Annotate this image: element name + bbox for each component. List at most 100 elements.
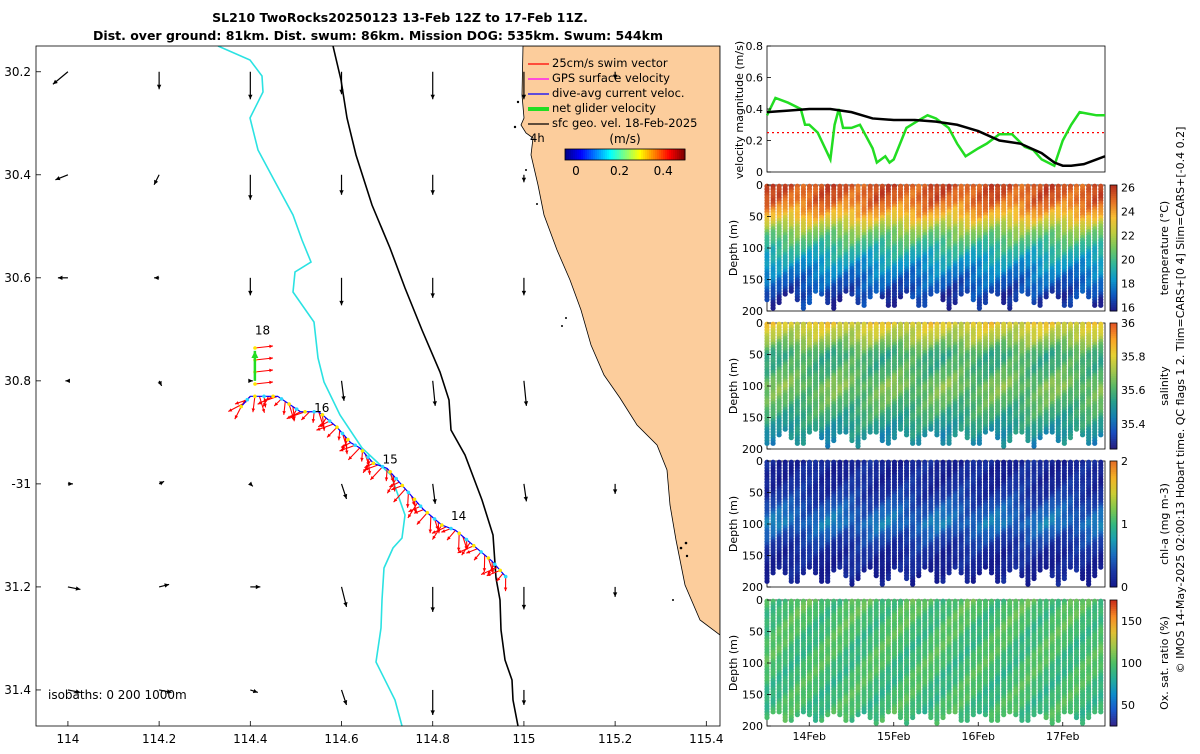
profile-sample <box>989 289 994 294</box>
profile-sample <box>910 294 915 299</box>
surfacing-dot <box>361 449 365 453</box>
profile-sample <box>825 300 830 305</box>
velocity-ytick-label: 0.2 <box>746 135 764 148</box>
profile-sample <box>898 427 903 432</box>
profile-sample <box>1019 429 1024 434</box>
profile-sample <box>1080 432 1085 437</box>
surfacing-dot <box>401 484 405 488</box>
profile-sample <box>1037 435 1042 440</box>
profile-sample <box>1031 444 1036 449</box>
surfacing-dot <box>457 532 461 536</box>
profile-sample <box>995 291 1000 296</box>
legend-geo-label: sfc geo. vel. 18-Feb-2025 <box>552 116 698 130</box>
profile-sample <box>813 289 818 294</box>
section-colorbar-tick: 20 <box>1121 253 1135 266</box>
surfacing-dot <box>245 398 249 402</box>
legend-swim-label: 25cm/s swim vector <box>552 56 668 70</box>
profile-sample <box>1068 435 1073 440</box>
section-ylabel: Depth (m) <box>727 220 740 276</box>
map-colorbar-tick: 0 <box>572 164 580 178</box>
profile-sample <box>855 444 860 449</box>
surfacing-dot <box>419 504 423 508</box>
profile-sample <box>977 306 982 311</box>
surfacing-dot <box>280 397 284 401</box>
surfacing-dot <box>271 395 275 399</box>
profile-sample <box>1062 303 1067 308</box>
profile-sample <box>886 441 891 446</box>
profile-sample <box>819 435 824 440</box>
surfacing-dot <box>407 491 411 495</box>
surfacing-dot <box>472 544 476 548</box>
surfacing-dot <box>433 517 437 521</box>
velocity-ylabel: velocity magnitude (m/s) <box>733 41 746 179</box>
profile-sample <box>868 429 873 434</box>
profile-sample <box>1068 303 1073 308</box>
map-ytick-label: 31.4 <box>4 683 31 697</box>
legend-dac-label: dive-avg current veloc. <box>552 86 685 100</box>
surfacing-dot <box>487 556 491 560</box>
profile-sample <box>874 289 879 294</box>
map-ytick-label: -31 <box>11 477 31 491</box>
section-colorbar-tick: 16 <box>1121 301 1135 314</box>
profile-sample <box>1050 289 1055 294</box>
profile-sample <box>1074 294 1079 299</box>
profile-sample <box>983 429 988 434</box>
profile-sample <box>770 441 775 446</box>
profile-sample <box>831 306 836 311</box>
map-colorbar-tick: 0.4 <box>654 164 673 178</box>
profile-sample <box>1037 303 1042 308</box>
section-colorbar-tick: 24 <box>1121 205 1135 218</box>
section-ytick-label: 50 <box>749 211 763 224</box>
profile-sample <box>1086 294 1091 299</box>
surfacing-dot <box>388 470 392 474</box>
profile-sample <box>916 303 921 308</box>
surfacing-dot <box>493 562 497 566</box>
surfacing-dot <box>425 511 429 515</box>
profile-sample <box>795 297 800 302</box>
profile-sample <box>783 291 788 296</box>
track-day-label: 18 <box>255 323 270 337</box>
profile-sample <box>813 427 818 432</box>
legend-gps-label: GPS surface velocity <box>552 71 670 85</box>
profile-sample <box>783 427 788 432</box>
surfacing-dot <box>303 410 307 414</box>
legend-net-label: net glider velocity <box>552 101 656 115</box>
section-colorbar-tick: 22 <box>1121 229 1135 242</box>
section-colorbar-tick: 26 <box>1121 181 1135 194</box>
velocity-ytick-label: 0 <box>756 166 763 179</box>
surfacing-dot <box>449 527 453 531</box>
profile-sample <box>855 300 860 305</box>
profile-sample <box>1025 438 1030 443</box>
profile-sample <box>934 432 939 437</box>
profile-sample <box>1019 289 1024 294</box>
surfacing-dot <box>366 455 370 459</box>
profile-sample <box>801 441 806 446</box>
surfacing-dot <box>253 395 257 399</box>
surfacing-dot <box>335 425 339 429</box>
profile-sample <box>904 432 909 437</box>
surfacing-dot <box>372 461 376 465</box>
profile-sample <box>910 441 915 446</box>
profile-sample <box>946 306 951 311</box>
track-day-label: 15 <box>383 452 398 466</box>
profile-sample <box>801 306 806 311</box>
profile-sample <box>989 427 994 432</box>
profile-sample <box>1050 429 1055 434</box>
map-ytick-label: 31.2 <box>4 580 31 594</box>
profile-sample <box>1044 429 1049 434</box>
surfacing-dot <box>346 438 350 442</box>
profile-sample <box>807 300 812 305</box>
title-line-1: SL210 TwoRocks20250123 13-Feb 12Z to 17-… <box>212 10 588 25</box>
surfacing-dot <box>353 443 357 447</box>
profile-sample <box>916 441 921 446</box>
velocity-ytick-label: 0.8 <box>746 40 764 53</box>
profile-sample <box>886 303 891 308</box>
profile-sample <box>1056 438 1061 443</box>
surfacing-dot <box>262 395 266 399</box>
velocity-ytick-label: 0.4 <box>746 103 764 116</box>
map-ytick-label: 30.4 <box>4 168 31 182</box>
profile-sample <box>789 435 794 440</box>
